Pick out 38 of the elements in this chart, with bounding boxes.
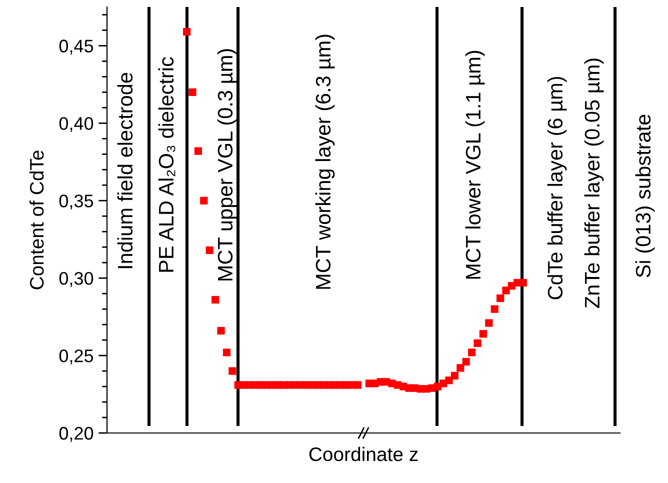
- y-tick-label: 0,25: [59, 349, 94, 364]
- point: [354, 381, 362, 389]
- x-axis-title: Coordinate z: [309, 446, 418, 462]
- point: [217, 326, 225, 335]
- point: [194, 147, 202, 155]
- y-tick-label: 0,45: [59, 40, 94, 55]
- point: [188, 88, 196, 96]
- point: [456, 364, 464, 372]
- annotation: PE ALD Al₂O₃ dielectric: [158, 57, 176, 272]
- y-axis-title: Content of CdTe: [29, 150, 44, 290]
- point: [490, 305, 498, 313]
- text: Si (013) substrate: [635, 114, 655, 278]
- point: [228, 367, 236, 375]
- annotation: MCT working layer (6.3 µm): [315, 34, 335, 289]
- point: [211, 296, 220, 304]
- point: [200, 196, 208, 204]
- annotation: Indium field electrode: [117, 72, 133, 268]
- point: [468, 348, 476, 356]
- annotation: MCT upper VGL (0.3 µm): [217, 49, 237, 280]
- y-tick-label: 0,20: [59, 426, 94, 442]
- point: [222, 348, 231, 356]
- point: [479, 330, 488, 338]
- annotation: CdTe buffer layer (6 µm): [547, 76, 567, 300]
- annotation: ZnTe buffer layer (0.05 µm): [584, 58, 604, 308]
- point: [474, 339, 482, 347]
- point: [502, 286, 510, 294]
- y-tick-label: 0,40: [59, 117, 94, 132]
- point: [445, 376, 453, 384]
- y-tick-label: 0,35: [59, 194, 94, 210]
- point: [519, 278, 527, 287]
- point: [496, 294, 504, 302]
- point: [462, 358, 470, 366]
- point: [206, 246, 214, 254]
- point: [450, 372, 459, 380]
- point: [485, 319, 493, 327]
- annotation: MCT lower VGL (1.1 µm): [465, 50, 485, 279]
- y-tick-label: 0,30: [59, 272, 94, 287]
- point: [182, 28, 191, 36]
